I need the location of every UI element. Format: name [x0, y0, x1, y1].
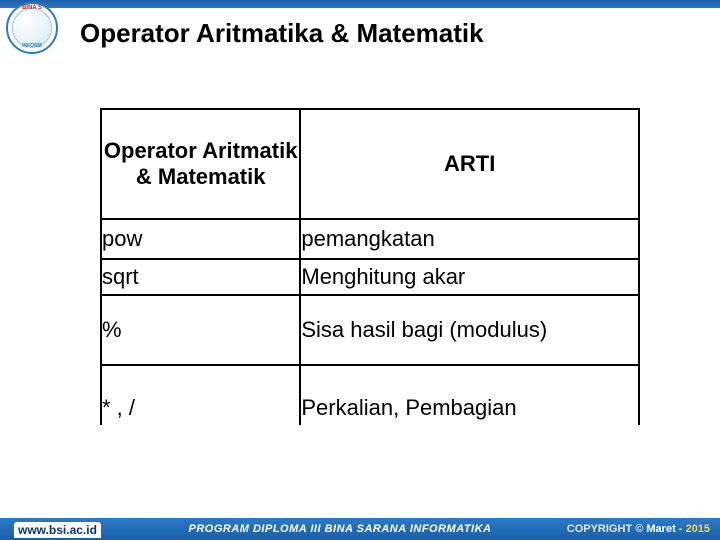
logo-text-top: BINA S	[22, 5, 42, 11]
operator-table: Operator Aritmatik & Matematik ARTI pow …	[100, 108, 640, 425]
copyright-month: Maret	[646, 523, 675, 535]
table-row: pow pemangkatan	[101, 219, 639, 259]
copyright-year: 2015	[686, 523, 710, 535]
cell-operator: pow	[101, 219, 300, 259]
cell-arti: pemangkatan	[300, 219, 639, 259]
footer-copyright: COPYRIGHT © Maret - 2015	[567, 523, 710, 535]
table-header-row: Operator Aritmatik & Matematik ARTI	[101, 109, 639, 219]
cell-arti: Sisa hasil bagi (modulus)	[300, 295, 639, 365]
cell-operator: * , /	[101, 365, 300, 425]
top-accent-bar	[0, 0, 720, 8]
copyright-word: COPYRIGHT	[567, 523, 632, 535]
cell-arti: Menghitung akar	[300, 259, 639, 295]
cell-operator: %	[101, 295, 300, 365]
table-row: sqrt Menghitung akar	[101, 259, 639, 295]
footer-program: PROGRAM DIPLOMA III BINA SARANA INFORMAT…	[140, 523, 540, 535]
footer-url: www.bsi.ac.id	[14, 522, 101, 538]
cell-operator: sqrt	[101, 259, 300, 295]
table-row: * , / Perkalian, Pembagian	[101, 365, 639, 425]
copyright-symbol: ©	[635, 523, 643, 535]
logo-inner: BINA S INFORM	[12, 8, 52, 48]
header-operator: Operator Aritmatik & Matematik	[101, 109, 300, 219]
cell-arti: Perkalian, Pembagian	[300, 365, 639, 425]
header-arti: ARTI	[300, 109, 639, 219]
logo-badge: BINA S INFORM	[6, 2, 58, 54]
page-title: Operator Aritmatika & Matematik	[80, 18, 700, 49]
footer-bar: www.bsi.ac.id PROGRAM DIPLOMA III BINA S…	[0, 518, 720, 540]
logo-text-bottom: INFORM	[22, 43, 42, 49]
copyright-sep: -	[676, 523, 686, 535]
table-row: % Sisa hasil bagi (modulus)	[101, 295, 639, 365]
